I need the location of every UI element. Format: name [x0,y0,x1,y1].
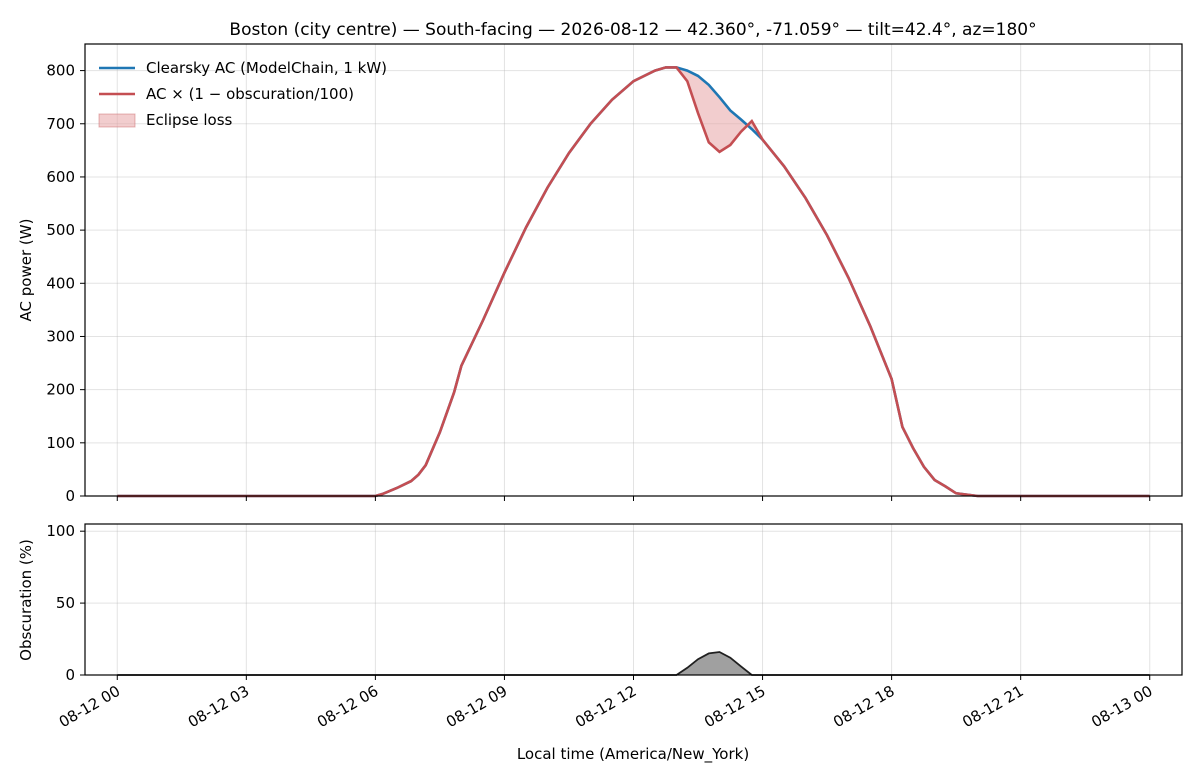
x-tick-label: 08-12 12 [572,682,639,731]
power-y-tick-label: 0 [65,487,75,505]
legend: Clearsky AC (ModelChain, 1 kW) AC × (1 −… [98,59,387,129]
obscuration-y-tick-label: 50 [56,594,75,612]
power-y-tick-label: 700 [46,115,75,133]
x-axis-label: Local time (America/New_York) [517,745,749,764]
power-y-tick-label: 100 [46,434,75,452]
legend-label-eclipse-loss: Eclipse loss [146,111,233,129]
power-x-ticks [116,496,1151,501]
power-panel: 0 100 200 300 400 500 600 700 800 AC power (W) C… [17,43,1183,505]
power-y-tick-label: 800 [46,62,75,80]
chart-title: Boston (city centre) — South-facing — 20… [229,20,1036,40]
power-gridlines [85,44,1182,497]
power-y-ticks: 0 100 200 300 400 500 600 700 800 [46,62,85,505]
eclipse-loss-area [676,67,763,152]
legend-swatch-eclipse-loss [98,113,136,128]
x-tick-label: 08-12 09 [443,682,510,731]
power-y-tick-label: 400 [46,274,75,292]
power-y-axis-label: AC power (W) [17,219,35,322]
obscuration-y-tick-label: 0 [65,666,75,684]
obscuration-gridlines [85,524,1182,676]
legend-label-clearsky: Clearsky AC (ModelChain, 1 kW) [146,59,387,77]
x-tick-label: 08-13 00 [1088,682,1155,731]
power-y-tick-label: 500 [46,221,75,239]
power-y-tick-label: 300 [46,327,75,345]
obscuration-y-axis-label: Obscuration (%) [17,539,35,661]
power-y-tick-label: 200 [46,381,75,399]
legend-label-ac: AC × (1 − obscuration/100) [146,85,354,103]
x-tick-label: 08-12 03 [185,682,252,731]
obscuration-x-ticks: 08-12 00 08-12 03 08-12 06 08-12 09 08-12 12… [56,675,1156,731]
obscuration-y-ticks: 0 50 100 [46,522,85,684]
x-tick-label: 08-12 18 [830,682,897,731]
x-tick-label: 08-12 00 [56,682,123,731]
obscuration-y-tick-label: 100 [46,522,75,540]
power-y-tick-label: 600 [46,168,75,186]
x-tick-label: 08-12 21 [959,682,1026,731]
x-tick-label: 08-12 15 [701,682,768,731]
ac-obscured-line [117,66,1150,498]
x-tick-label: 08-12 06 [314,682,381,731]
